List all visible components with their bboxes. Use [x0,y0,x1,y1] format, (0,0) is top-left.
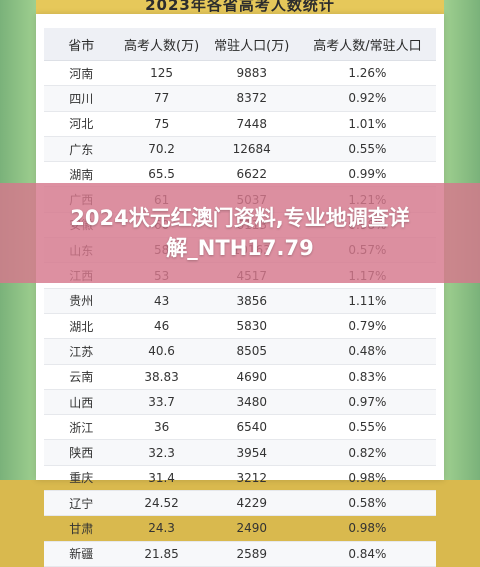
ratio-cell: 0.82% [298,439,436,466]
province-cell: 贵州 [44,288,119,314]
province-cell: 山西 [44,389,119,416]
ratio-cell: 0.55% [298,414,436,441]
ratio-cell: 0.58% [298,490,436,517]
exam-count-cell: 46 [118,313,205,340]
province-cell: 新疆 [44,541,119,567]
exam-count-cell: 77 [118,85,205,112]
table-header-row: 省市 高考人数(万) 常驻人口(万) 高考人数/常驻人口 [44,28,436,61]
province-cell: 云南 [44,364,119,390]
ratio-cell: 0.55% [298,136,436,163]
population-cell: 3954 [204,439,299,466]
ratio-cell: 0.98% [298,465,436,492]
col-header-exam-count: 高考人数(万) [118,28,205,61]
population-cell: 12684 [204,136,299,163]
table-row: 浙江 36 6540 0.55% [44,414,436,441]
ratio-cell: 1.01% [298,111,436,137]
exam-count-cell: 70.2 [118,136,205,163]
table-row: 陕西 32.3 3954 0.82% [44,439,436,466]
table-row: 贵州 43 3856 1.11% [44,288,436,314]
ratio-cell: 1.11% [298,288,436,314]
population-cell: 2589 [204,541,299,567]
ratio-cell: 0.83% [298,364,436,390]
exam-count-cell: 24.3 [118,515,205,542]
col-header-population: 常驻人口(万) [204,28,299,61]
province-cell: 河北 [44,111,119,137]
col-header-province: 省市 [44,28,119,61]
exam-count-cell: 24.52 [118,490,205,517]
exam-count-cell: 125 [118,60,205,87]
table-row: 云南 38.83 4690 0.83% [44,364,436,390]
table-row: 江苏 40.6 8505 0.48% [44,338,436,365]
table-body: 河南 125 9883 1.26% 四川 77 8372 0.92% 河北 75 7448 1.01%… [44,60,436,567]
table-row: 湖北 46 5830 0.79% [44,313,436,340]
population-cell: 4229 [204,490,299,517]
ratio-cell: 0.48% [298,338,436,365]
province-cell: 陕西 [44,439,119,466]
top-banner-title: 2023年各省高考人数统计 [36,0,444,14]
table-row: 广东 70.2 12684 0.55% [44,136,436,163]
table-row: 新疆 21.85 2589 0.84% [44,541,436,567]
exam-count-cell: 40.6 [118,338,205,365]
population-cell: 7448 [204,111,299,137]
ratio-cell: 0.79% [298,313,436,340]
data-table: 省市 高考人数(万) 常驻人口(万) 高考人数/常驻人口 河南 125 9883 1.… [44,28,436,567]
exam-count-cell: 33.7 [118,389,205,416]
population-cell: 2490 [204,515,299,542]
ratio-cell: 1.26% [298,60,436,87]
ratio-cell: 0.84% [298,541,436,567]
ratio-cell: 0.97% [298,389,436,416]
province-cell: 河南 [44,60,119,87]
population-cell: 6540 [204,414,299,441]
table-row: 甘肃 24.3 2490 0.98% [44,515,436,542]
province-cell: 重庆 [44,465,119,492]
exam-count-cell: 36 [118,414,205,441]
headline-line-2: 解_NTH17.79 [166,236,314,260]
population-cell: 8505 [204,338,299,365]
province-cell: 四川 [44,85,119,112]
headline-line-1: 2024状元红澳门资料,专业地调查详 [70,206,410,230]
col-header-ratio: 高考人数/常驻人口 [298,28,436,61]
exam-count-cell: 21.85 [118,541,205,567]
table-row: 河南 125 9883 1.26% [44,60,436,87]
table-row: 山西 33.7 3480 0.97% [44,389,436,416]
table-row: 重庆 31.4 3212 0.98% [44,465,436,492]
population-cell: 8372 [204,85,299,112]
province-cell: 浙江 [44,414,119,441]
ratio-cell: 0.98% [298,515,436,542]
exam-count-cell: 31.4 [118,465,205,492]
exam-count-cell: 43 [118,288,205,314]
province-cell: 辽宁 [44,490,119,517]
province-cell: 甘肃 [44,515,119,542]
exam-count-cell: 38.83 [118,364,205,390]
table-row: 河北 75 7448 1.01% [44,111,436,137]
population-cell: 3480 [204,389,299,416]
ratio-cell: 0.92% [298,85,436,112]
population-cell: 3856 [204,288,299,314]
population-cell: 3212 [204,465,299,492]
province-cell: 江苏 [44,338,119,365]
table-row: 四川 77 8372 0.92% [44,85,436,112]
exam-count-cell: 32.3 [118,439,205,466]
exam-count-cell: 75 [118,111,205,137]
population-cell: 9883 [204,60,299,87]
province-cell: 湖北 [44,313,119,340]
headline-overlay[interactable]: 2024状元红澳门资料,专业地调查详 解_NTH17.79 [0,183,480,283]
population-cell: 4690 [204,364,299,390]
province-cell: 广东 [44,136,119,163]
population-cell: 5830 [204,313,299,340]
table-row: 辽宁 24.52 4229 0.58% [44,490,436,517]
